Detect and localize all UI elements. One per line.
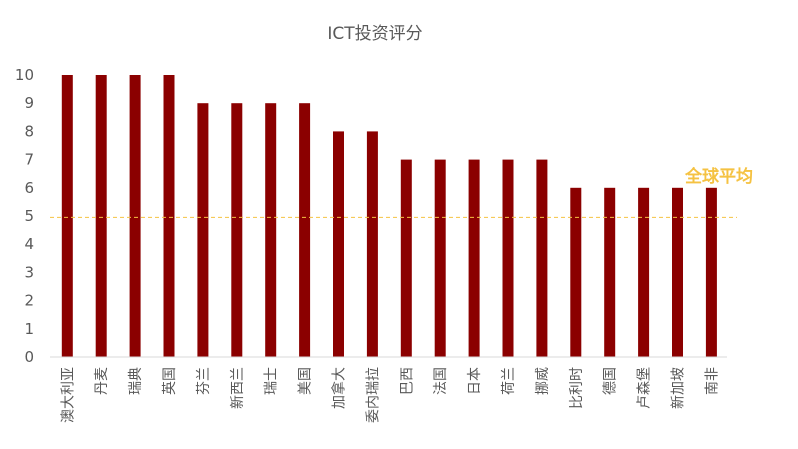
- bar: [333, 131, 344, 357]
- x-tick-label: 德国: [603, 367, 619, 395]
- x-axis-ticks: 澳大利亚 丹麦 瑞典 英国 芬兰 新西兰 瑞士 美国 加拿大 委内瑞拉 巴西 法国 日本 荷兰 挪威 比利时 德…: [60, 367, 720, 423]
- x-tick-label: 荷兰: [501, 367, 517, 395]
- bar: [163, 75, 175, 357]
- x-tick-label: 新西兰: [230, 367, 246, 409]
- bar: [570, 187, 582, 357]
- bar: [705, 187, 717, 357]
- x-tick-label: 澳大利亚: [60, 367, 76, 423]
- x-tick-label: 美国: [298, 367, 314, 395]
- bar: [672, 187, 683, 357]
- chart-title: ICT投资评分: [327, 24, 422, 44]
- y-tick-label: 5: [24, 207, 34, 225]
- y-tick-label: 10: [15, 66, 34, 84]
- bar: [61, 75, 73, 357]
- y-tick-label: 6: [24, 179, 34, 197]
- x-tick-label: 新加坡: [671, 367, 687, 409]
- x-tick-label: 法国: [433, 367, 449, 395]
- bar: [265, 103, 277, 357]
- bar: [299, 103, 311, 357]
- bar: [468, 159, 480, 357]
- bar: [400, 159, 412, 357]
- bar: [604, 187, 616, 357]
- x-tick-label: 丹麦: [94, 367, 110, 395]
- x-tick-label: 瑞典: [128, 367, 144, 395]
- y-tick-label: 4: [24, 235, 34, 253]
- y-tick-label: 9: [24, 94, 34, 112]
- y-tick-label: 0: [24, 348, 34, 366]
- bar: [638, 187, 650, 357]
- y-tick-label: 8: [24, 122, 34, 140]
- x-tick-label: 日本: [467, 367, 483, 395]
- x-tick-label: 挪威: [535, 367, 551, 395]
- x-tick-label: 卢森堡: [637, 367, 653, 409]
- bar: [434, 159, 446, 357]
- bars: [61, 75, 717, 357]
- y-tick-label: 2: [24, 292, 34, 310]
- x-tick-label: 英国: [161, 367, 178, 395]
- x-tick-label: 加拿大: [331, 367, 348, 409]
- x-tick-label: 比利时: [569, 367, 585, 409]
- y-tick-label: 1: [24, 320, 34, 338]
- bar: [197, 103, 209, 357]
- x-tick-label: 巴西: [399, 367, 415, 395]
- x-tick-label: 芬兰: [196, 367, 212, 395]
- y-tick-label: 7: [24, 151, 34, 169]
- bar: [366, 131, 378, 357]
- bar: [95, 75, 107, 357]
- global-average-label: 全球平均: [684, 166, 753, 187]
- x-tick-label: 南非: [704, 367, 720, 395]
- x-tick-label: 委内瑞拉: [365, 367, 381, 423]
- bar: [536, 159, 548, 357]
- bar: [502, 159, 514, 357]
- bar: [129, 75, 141, 357]
- x-tick-label: 瑞士: [264, 367, 280, 395]
- y-axis-ticks: 0 1 2 3 4 5 6 7 8 9 10: [15, 66, 34, 366]
- y-tick-label: 3: [24, 263, 34, 281]
- bar: [231, 103, 243, 357]
